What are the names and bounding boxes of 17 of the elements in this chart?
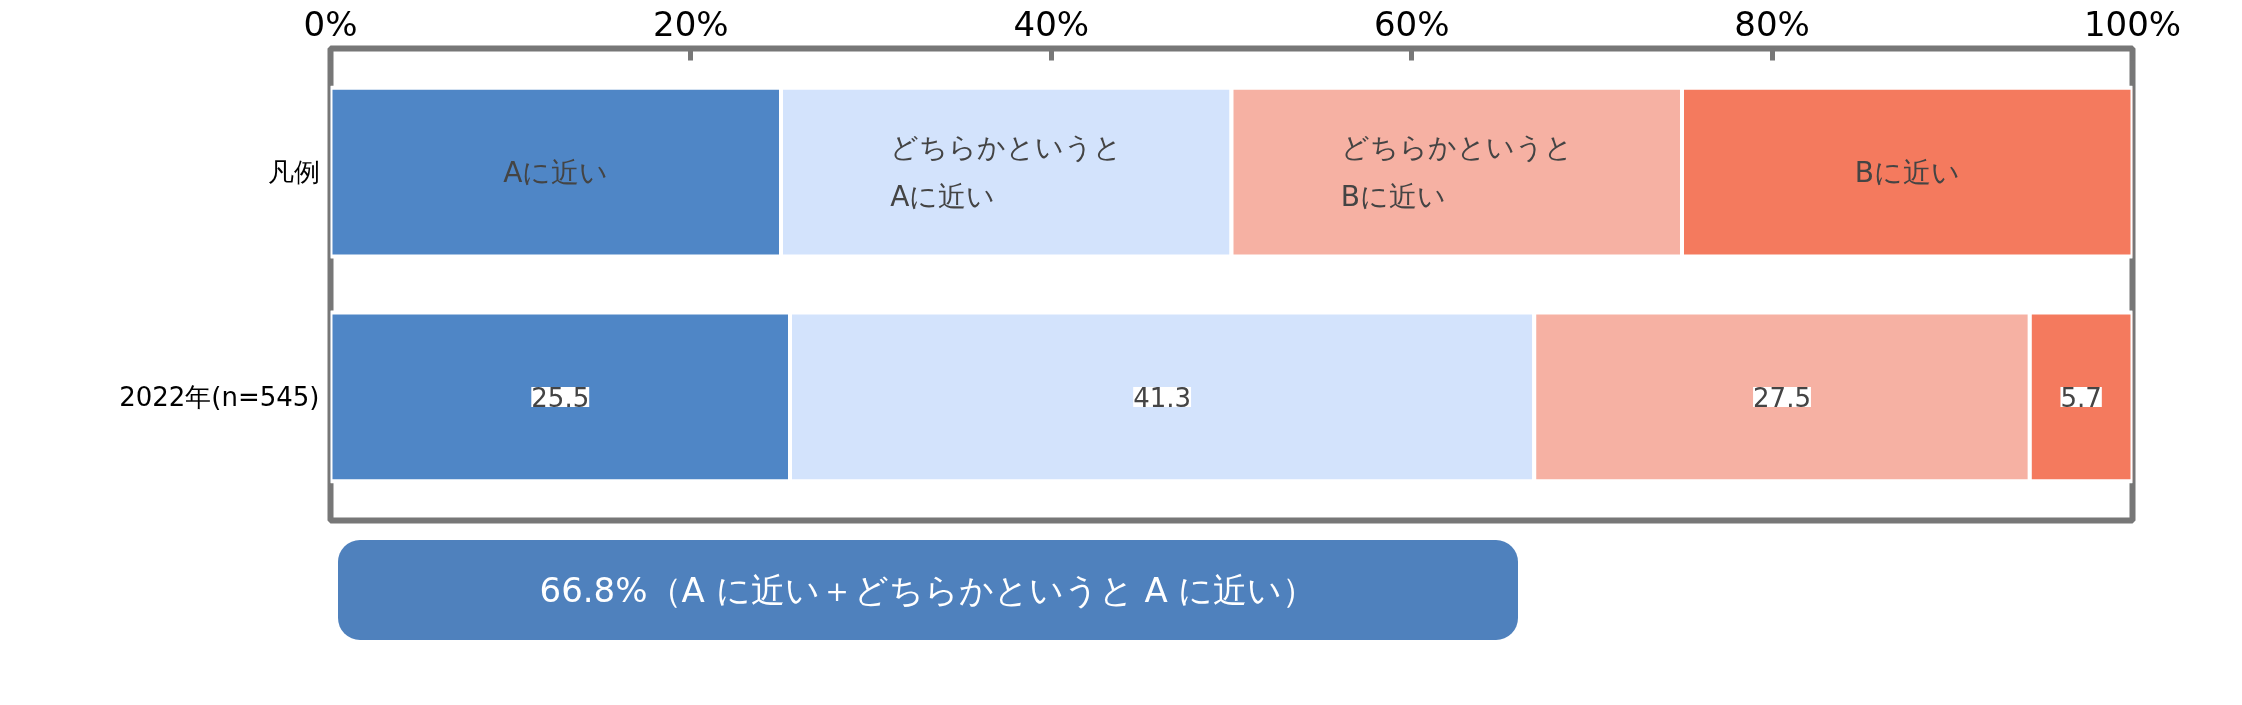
y-tick-label: 2022年(n=545) <box>119 381 320 412</box>
x-tick-label: 20% <box>653 3 729 44</box>
text: 66.8%（A に近い＋どちらかというと A に近い） <box>539 568 1317 612</box>
data-label: 25.5 <box>531 382 590 413</box>
series-label: どちらかというと Bに近い <box>1340 130 1573 214</box>
x-tick-label: 0% <box>303 3 358 44</box>
series-label: Bに近い <box>1854 155 1960 189</box>
series-label: Aに近い <box>503 155 609 189</box>
data-label: 41.3 <box>1133 382 1192 413</box>
x-tick-label: 60% <box>1373 3 1450 44</box>
x-tick-label: 40% <box>1013 3 1090 44</box>
y-tick-label: 凡例 <box>267 157 320 188</box>
series-label: どちらかというと Aに近い <box>890 130 1123 214</box>
data-label: 5.7 <box>2060 382 2102 413</box>
data-label: 27.5 <box>1753 382 1811 413</box>
x-tick-label: 80% <box>1734 3 1810 44</box>
x-tick-label: 100% <box>2083 3 2182 44</box>
